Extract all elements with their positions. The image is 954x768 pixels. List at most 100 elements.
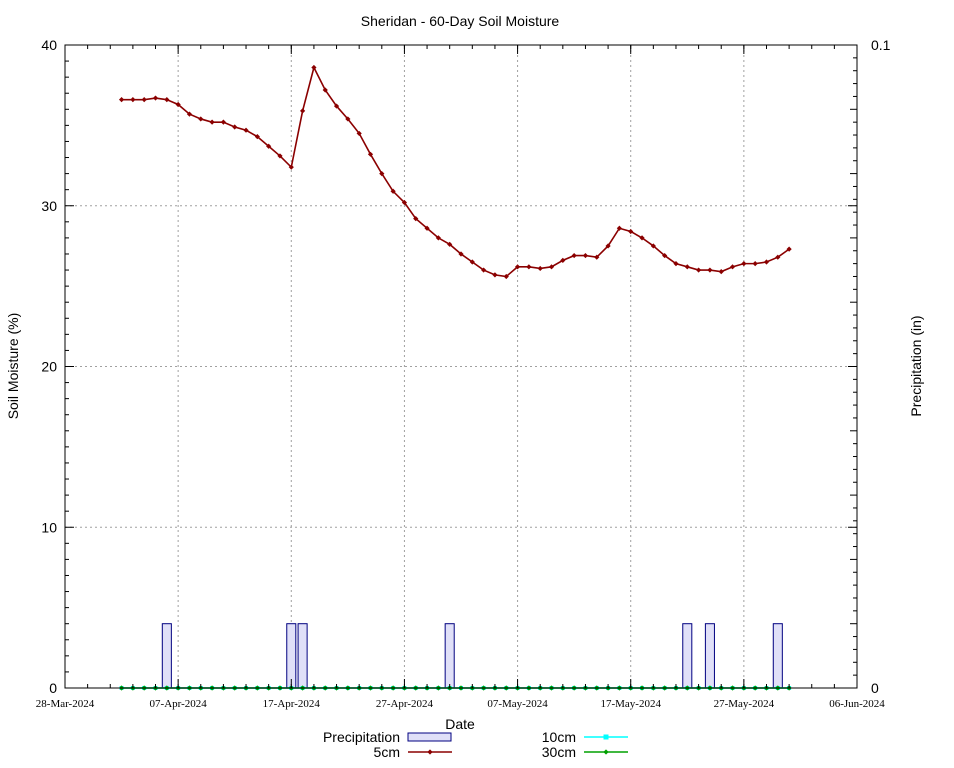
series-point-5cm [662, 252, 668, 259]
series-point-5cm [379, 171, 385, 177]
series-point-5cm [220, 119, 226, 125]
series-point-5cm [447, 241, 453, 247]
series-point-5cm [537, 265, 543, 272]
series-point-5cm [322, 87, 328, 93]
series-point-5cm [571, 252, 577, 259]
legend-label-5cm: 5cm [374, 744, 400, 760]
precipitation-bar [297, 623, 308, 689]
y-tick-label: 10 [41, 519, 57, 535]
series-point-5cm [401, 199, 408, 206]
series-point-5cm [277, 153, 283, 159]
series-point-5cm [616, 225, 622, 231]
y-tick-label: 0 [49, 680, 57, 696]
series-point-5cm [424, 225, 430, 231]
series-point-5cm [673, 261, 679, 267]
series-point-5cm [628, 228, 634, 235]
series-point-5cm [696, 267, 702, 273]
series-point-5cm [390, 188, 396, 194]
series-point-5cm [650, 243, 656, 249]
y-axis-label: Soil Moisture (%) [5, 313, 21, 420]
series-point-5cm [492, 272, 498, 278]
series-point-5cm [752, 261, 758, 267]
series-point-5cm [243, 127, 249, 133]
series-point-5cm [582, 252, 589, 259]
series-point-5cm [775, 254, 781, 260]
series-point-5cm [333, 103, 340, 109]
x-tick-label: 07-Apr-2024 [150, 698, 208, 710]
precipitation-bar [161, 623, 172, 689]
chart-title: Sheridan - 60-Day Soil Moisture [361, 13, 560, 29]
y2-tick-label: 0 [871, 680, 879, 696]
series-point-5cm [741, 261, 747, 267]
series-point-5cm [503, 273, 509, 280]
series-point-5cm [130, 97, 136, 103]
x-tick-label: 06-Jun-2024 [829, 698, 885, 710]
series-point-5cm [786, 246, 792, 252]
series-point-5cm [605, 243, 611, 249]
precipitation-bar [286, 623, 297, 689]
x-tick-label: 17-Apr-2024 [263, 698, 321, 710]
series-point-5cm [526, 264, 532, 270]
x-tick-label: 17-May-2024 [600, 698, 661, 710]
series-point-5cm [413, 216, 419, 222]
series-point-5cm [254, 134, 260, 140]
legend-label-10cm: 10cm [542, 729, 576, 745]
legend-swatch-marker [427, 749, 433, 755]
y-tick-label: 40 [41, 37, 57, 53]
series-point-5cm [458, 251, 464, 257]
grid-lines [65, 45, 857, 688]
series-point-5cm [164, 97, 170, 103]
series-point-5cm [345, 116, 351, 122]
x-tick-label: 27-Apr-2024 [376, 698, 434, 710]
series-point-5cm [141, 97, 147, 103]
series-point-5cm [594, 254, 600, 260]
series-point-5cm [266, 143, 272, 149]
series-point-5cm [198, 116, 204, 122]
legend-label-Precipitation: Precipitation [323, 729, 400, 745]
y-tick-label: 30 [41, 198, 57, 214]
axes: 0 10 20 30 40 0 0.1 28-Mar-2024 07-Apr-2024 17-Ap… [36, 37, 891, 710]
series-point-5cm [514, 264, 521, 270]
series-point-5cm [763, 259, 770, 265]
series-point-5cm [232, 124, 238, 130]
x-tick-label: 07-May-2024 [487, 698, 548, 710]
series-point-5cm [639, 235, 645, 241]
legend-swatch-marker [603, 734, 609, 740]
legend-label-30cm: 30cm [542, 744, 576, 760]
series-point-5cm [718, 269, 724, 275]
legend-swatch-marker [603, 749, 609, 755]
series-point-5cm [469, 259, 475, 265]
precipitation-bar [444, 623, 455, 689]
series-point-5cm [356, 130, 362, 137]
series-point-5cm [300, 108, 306, 114]
series-point-5cm [684, 264, 690, 270]
series-point-5cm [548, 264, 555, 270]
series-point-5cm [152, 95, 159, 101]
precipitation-bar [704, 623, 715, 689]
series-point-5cm [311, 64, 317, 71]
plot-frame [64, 44, 858, 689]
series-point-5cm [560, 257, 566, 264]
series-point-5cm [288, 164, 294, 170]
series-point-5cm [435, 235, 441, 241]
series-point-5cm [209, 119, 215, 125]
precipitation-bar [682, 623, 693, 689]
series-point-5cm [729, 264, 736, 270]
legend-swatch-precipitation [407, 732, 452, 742]
y2-tick-label: 0.1 [871, 37, 891, 53]
y-tick-label: 20 [41, 359, 57, 375]
series-point-5cm [481, 267, 487, 273]
x-axis-label: Date [445, 716, 475, 732]
series-point-5cm [367, 151, 374, 157]
series-point-5cm [186, 111, 193, 117]
series-point-5cm [707, 267, 713, 273]
precipitation-bar [772, 623, 783, 689]
series-point-5cm [118, 97, 125, 103]
x-tick-label: 27-May-2024 [714, 698, 775, 710]
series-point-5cm [175, 101, 181, 108]
y2-axis-label: Precipitation (in) [908, 315, 924, 416]
x-tick-label: 28-Mar-2024 [36, 698, 95, 710]
